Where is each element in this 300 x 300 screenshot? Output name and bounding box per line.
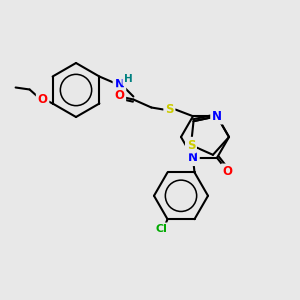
Text: N: N [212,110,222,123]
Text: O: O [222,165,232,178]
Text: O: O [114,89,124,102]
Text: S: S [165,103,174,116]
Text: O: O [38,93,48,106]
Text: Cl: Cl [156,224,167,234]
Text: S: S [187,139,195,152]
Text: N: N [188,151,198,164]
Text: N: N [114,78,124,91]
Text: H: H [124,74,133,85]
